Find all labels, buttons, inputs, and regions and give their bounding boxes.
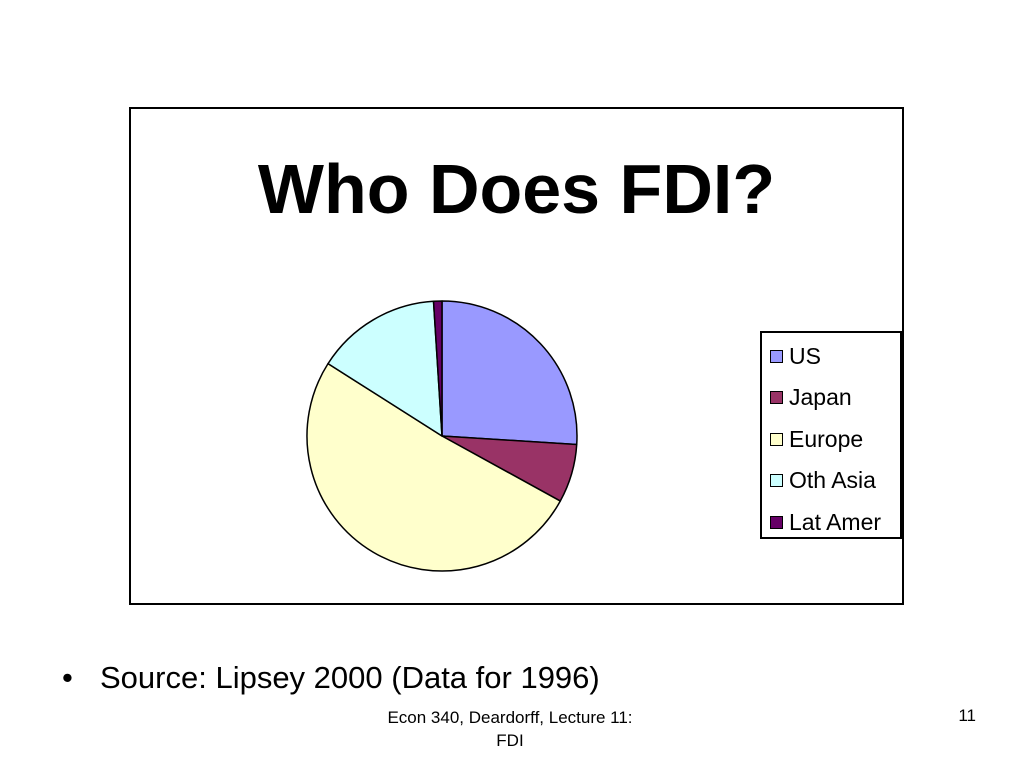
- pie-chart: [306, 300, 578, 572]
- pie-slice-oth-asia: [327, 300, 443, 437]
- footer-line-2: FDI: [496, 731, 524, 750]
- legend-swatch-lat-amer: [770, 515, 783, 529]
- legend-item-europe: Europe: [770, 424, 863, 454]
- pie-slice-europe: [306, 362, 562, 572]
- footer-line-1: Econ 340, Deardorff, Lecture 11:: [387, 708, 633, 727]
- slide-footer: Econ 340, Deardorff, Lecture 11: FDI: [340, 706, 680, 752]
- chart-area: Who Does FDI? US Japan Europe Oth Asia Lat A…: [129, 107, 904, 605]
- chart-title: Who Does FDI?: [257, 150, 776, 228]
- slide-number: 11: [958, 706, 976, 725]
- legend-label-japan: Japan: [789, 384, 852, 410]
- legend-item-us: US: [770, 341, 821, 371]
- bullet-icon: •: [62, 660, 73, 695]
- pie-slice-lat-amer: [432, 300, 443, 437]
- source-text: Source: Lipsey 2000 (Data for 1996): [100, 660, 600, 695]
- legend-label-lat-amer: Lat Amer: [789, 508, 882, 535]
- legend-item-oth-asia: Oth Asia: [770, 466, 876, 496]
- legend-label-europe: Europe: [789, 425, 864, 452]
- legend-swatch-us: [770, 349, 783, 363]
- legend-label-oth-asia: Oth Asia: [789, 467, 876, 493]
- legend-item-japan: Japan: [770, 383, 852, 413]
- legend-label-us: US: [789, 342, 821, 369]
- legend-item-lat-amer: Lat Amer: [770, 507, 881, 537]
- source-bullet: • Source: Lipsey 2000 (Data for 1996): [62, 660, 600, 696]
- legend-swatch-europe: [770, 432, 783, 446]
- chart-legend: US Japan Europe Oth Asia Lat Amer: [760, 331, 902, 539]
- legend-swatch-oth-asia: [770, 474, 783, 487]
- legend-swatch-japan: [770, 391, 783, 404]
- pie-slice-us: [441, 300, 578, 446]
